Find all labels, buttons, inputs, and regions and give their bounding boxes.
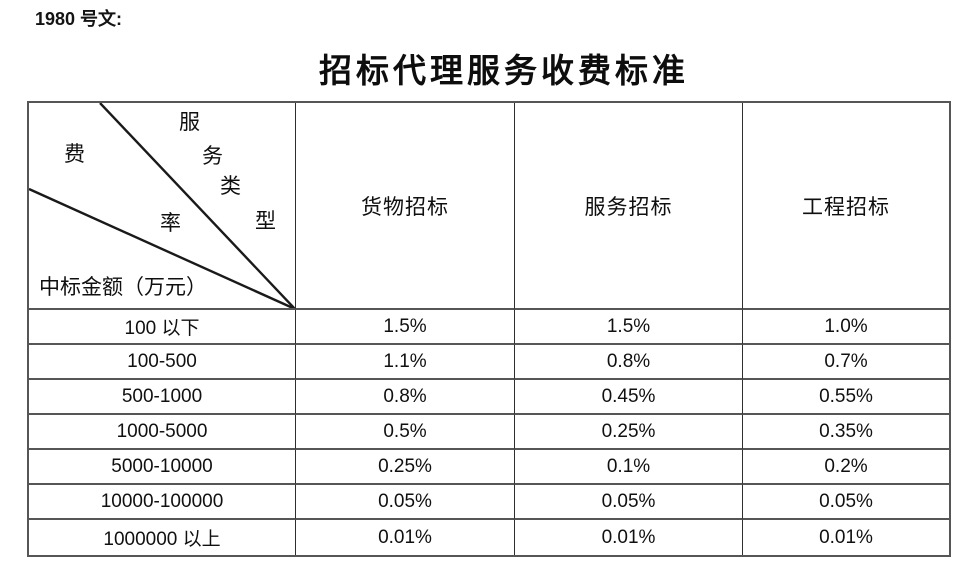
fee-value: 0.7% [743,345,949,380]
row-label: 100 以下 [29,310,296,345]
fee-value: 0.2% [743,450,949,485]
fee-value: 0.45% [515,380,743,415]
diagonal-label-type-char-4: 型 [255,209,276,233]
fee-value: 0.8% [296,380,515,415]
diagonal-label-type-char-2: 务 [202,144,223,168]
diagonal-label-type-char-1: 服 [179,110,200,134]
fee-value: 0.5% [296,415,515,450]
fee-value: 0.55% [743,380,949,415]
row-label: 1000-5000 [29,415,296,450]
fee-value: 0.35% [743,415,949,450]
fee-value: 0.05% [515,485,743,520]
fee-value: 0.25% [296,450,515,485]
fee-value: 1.0% [743,310,949,345]
fee-value: 0.01% [515,520,743,555]
page-title: 招标代理服务收费标准 [319,54,689,90]
fee-value: 0.01% [819,526,873,548]
fee-value: 0.05% [743,485,949,520]
fee-value: 1.1% [296,345,515,380]
column-header-services: 服务招标 [515,103,743,310]
diagonal-label-rate-char-1: 费 [64,142,85,166]
row-label: 1000000 以上 [29,520,296,555]
document-number: 1980 号文: [35,9,123,29]
column-header-engineering: 工程招标 [743,103,949,310]
fee-value: 1.5% [296,310,515,345]
fee-value: 0.1% [515,450,743,485]
fee-value: 0.8% [515,345,743,380]
diagonal-divider-lines [29,103,295,308]
fee-value: 0.05% [296,485,515,520]
fee-value: 0.25% [515,415,743,450]
row-label: 500-1000 [29,380,296,415]
diagonal-label-type-char-3: 类 [220,174,241,198]
diagonal-label-rate-char-2: 率 [160,211,181,235]
fee-value: 1.5% [515,310,743,345]
row-label: 10000-100000 [29,485,296,520]
row-label: 100-500 [29,345,296,380]
diagonal-header-cell: 服 务 类 型 费 率 中标金额（万元） [29,103,296,310]
diagonal-label-amount-axis: 中标金额（万元） [39,275,207,299]
fee-standard-table: 服 务 类 型 费 率 中标金额（万元） 货物招标 服务招标 工程招标 100 … [27,101,951,557]
row-label: 5000-10000 [29,450,296,485]
column-header-goods: 货物招标 [296,103,515,310]
fee-value: 0.01% [296,520,515,555]
